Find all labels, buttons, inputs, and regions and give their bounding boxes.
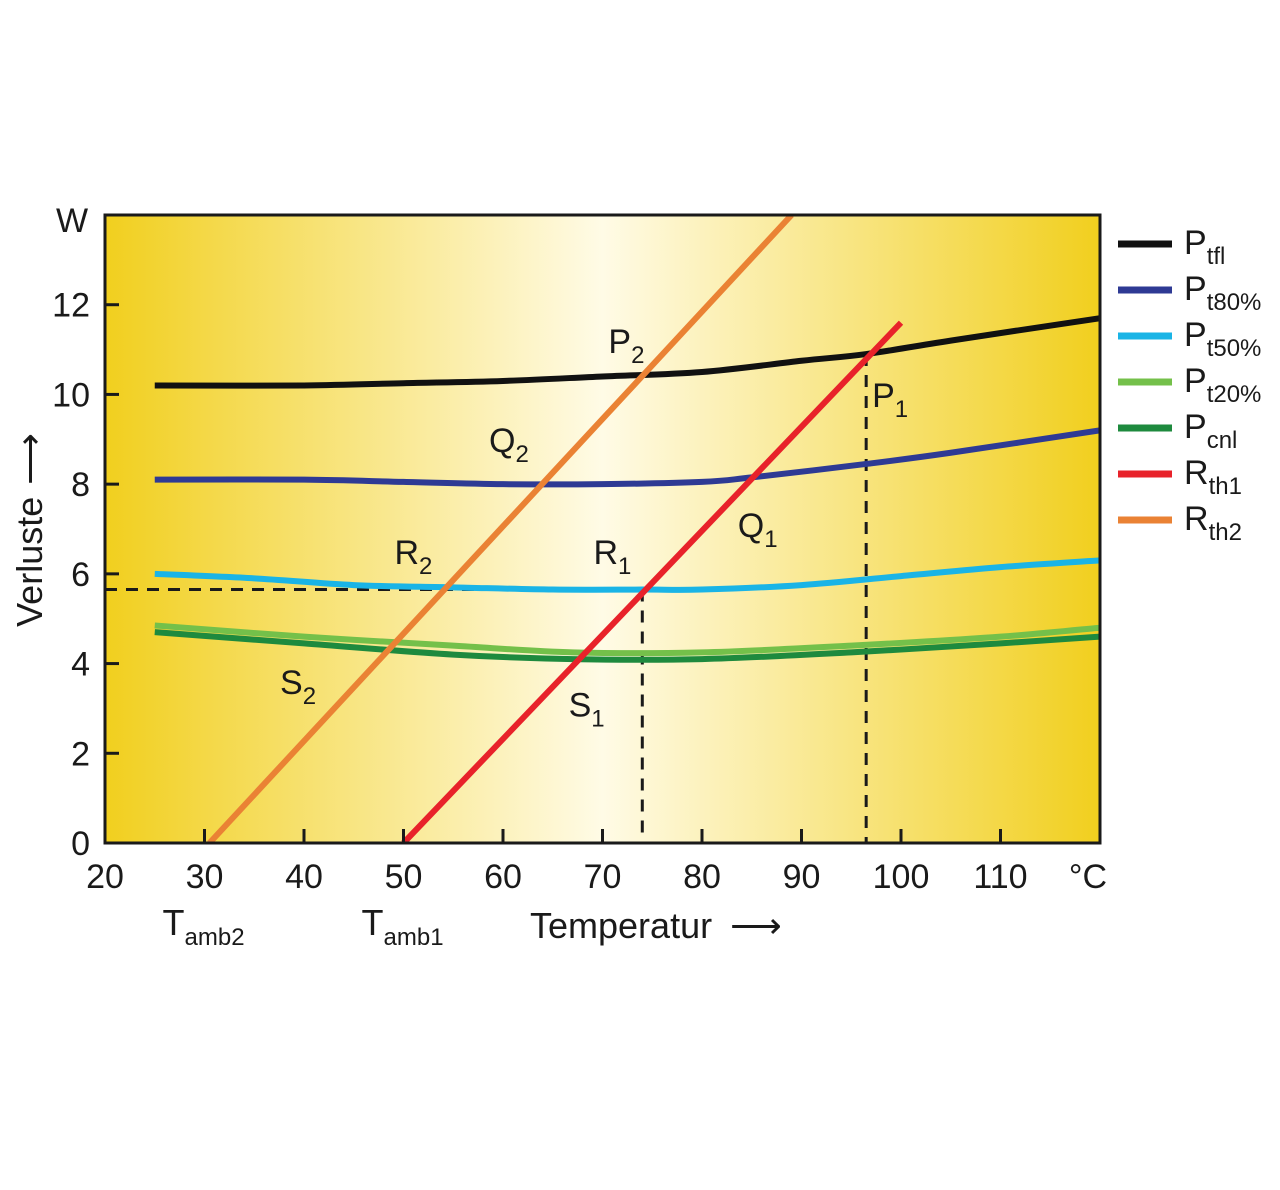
x-tick-label: 80 xyxy=(683,858,721,896)
annotation-q1-main: Q xyxy=(738,507,764,545)
legend-label-cnl-main: P xyxy=(1184,408,1207,446)
legend-label-t80pct-main: P xyxy=(1184,270,1207,308)
y-axis-title: Verluste ⟶ xyxy=(9,433,50,627)
annotation-q1-sub: 1 xyxy=(764,526,777,553)
annotation-r2-sub: 2 xyxy=(419,553,432,580)
x-tick-label: 40 xyxy=(285,858,323,896)
y-axis-title-text: Verluste xyxy=(9,497,50,627)
x-tick-label: 90 xyxy=(783,858,821,896)
annotation-p1-sub: 1 xyxy=(895,396,908,423)
annotation-q2-main: Q xyxy=(489,422,515,460)
annotation-r2: R2 xyxy=(394,534,432,580)
y-tick-label: 10 xyxy=(52,376,90,414)
annotation-r1: R1 xyxy=(593,534,631,580)
legend-label-t50pct: Pt50% xyxy=(1184,316,1261,362)
x-unit-label: °C xyxy=(1069,858,1107,896)
legend-label-t80pct-sub: t80% xyxy=(1207,289,1262,316)
annotation-q2-sub: 2 xyxy=(515,441,528,468)
x-extra-label-amb1: Tamb1 xyxy=(362,902,444,951)
series-line-r-th1 xyxy=(401,320,904,843)
y-tick-label: 0 xyxy=(71,825,90,863)
annotation-p1-main: P xyxy=(872,377,895,415)
y-tick-label: 8 xyxy=(71,466,90,504)
annotation-r1-sub: 1 xyxy=(618,553,631,580)
legend-label-th1-sub: th1 xyxy=(1209,473,1242,500)
legend-label-th1: Rth1 xyxy=(1184,454,1242,500)
series-lines xyxy=(154,215,1100,843)
legend-label-t20pct-main: P xyxy=(1184,362,1207,400)
y-tick-label: 2 xyxy=(71,735,90,773)
x-extra-label-amb1-sub: amb1 xyxy=(384,924,444,951)
legend-label-tfl: Ptfl xyxy=(1184,224,1225,270)
x-axis-arrow: ⟶ xyxy=(730,905,782,946)
annotation-p1: P1 xyxy=(872,377,908,423)
x-tick-label: 60 xyxy=(484,858,522,896)
legend-label-t20pct: Pt20% xyxy=(1184,362,1261,408)
x-extra-label-amb1-main: T xyxy=(362,902,384,943)
annotation-s1-main: S xyxy=(569,686,592,724)
x-axis-title: Temperatur ⟶ xyxy=(530,905,782,946)
legend-label-tfl-sub: tfl xyxy=(1207,243,1226,270)
series-line-r-th2 xyxy=(207,215,794,843)
annotation-q2: Q2 xyxy=(489,422,529,468)
y-axis-arrow: ⟶ xyxy=(9,433,50,485)
series-line-p-t20pct xyxy=(154,622,1100,657)
y-tick-label: 6 xyxy=(71,556,90,594)
legend-label-t50pct-sub: t50% xyxy=(1207,335,1262,362)
annotation-r1-main: R xyxy=(593,534,618,572)
legend-label-th2-main: R xyxy=(1184,500,1209,538)
annotation-p2: P2 xyxy=(608,323,644,369)
x-tick-label: 20 xyxy=(86,858,124,896)
x-axis-title-text: Temperatur xyxy=(530,905,712,946)
annotation-s1-sub: 1 xyxy=(591,705,604,732)
x-extra-label-amb2: Tamb2 xyxy=(163,902,245,951)
y-axis-ticks: 0 2 4 6 8 10 12 xyxy=(52,287,119,863)
annotation-p2-main: P xyxy=(608,323,631,361)
x-tick-label: 30 xyxy=(186,858,224,896)
ambient-temperature-labels: Tamb2 Tamb1 xyxy=(163,902,444,951)
annotation-s2-main: S xyxy=(280,664,303,702)
series-line-p-t80pct xyxy=(154,427,1100,488)
y-tick-label: 4 xyxy=(71,646,90,684)
x-extra-label-amb2-sub: amb2 xyxy=(185,924,245,951)
annotation-r2-main: R xyxy=(394,534,419,572)
y-tick-label: 12 xyxy=(52,287,90,325)
x-extra-label-amb2-main: T xyxy=(163,902,185,943)
x-tick-label: 100 xyxy=(873,858,930,896)
legend-label-cnl-sub: cnl xyxy=(1207,427,1238,454)
series-line-p-cnl xyxy=(154,629,1100,663)
annotation-s2: S2 xyxy=(280,664,316,710)
x-tick-label: 110 xyxy=(973,858,1027,896)
annotation-q1: Q1 xyxy=(738,507,778,553)
series-line-p-tfl xyxy=(154,315,1100,389)
legend-label-t50pct-main: P xyxy=(1184,316,1207,354)
annotation-p2-sub: 2 xyxy=(631,342,644,369)
legend-label-th1-main: R xyxy=(1184,454,1209,492)
legend-label-cnl: Pcnl xyxy=(1184,408,1237,454)
legend-label-tfl-main: P xyxy=(1184,224,1207,262)
x-tick-label: 50 xyxy=(385,858,423,896)
x-tick-label: 70 xyxy=(584,858,622,896)
x-axis-ticks: 20 30 40 50 60 70 80 90 100 110 xyxy=(86,829,1028,896)
annotation-s1: S1 xyxy=(569,686,605,732)
legend-label-t20pct-sub: t20% xyxy=(1207,381,1262,408)
annotation-s2-sub: 2 xyxy=(303,683,316,710)
legend-label-th2-sub: th2 xyxy=(1209,519,1242,546)
legend-label-th2: Rth2 xyxy=(1184,500,1242,546)
plot-background xyxy=(105,215,1100,843)
legend-label-t80pct: Pt80% xyxy=(1184,270,1261,316)
y-unit-label: W xyxy=(56,202,88,240)
